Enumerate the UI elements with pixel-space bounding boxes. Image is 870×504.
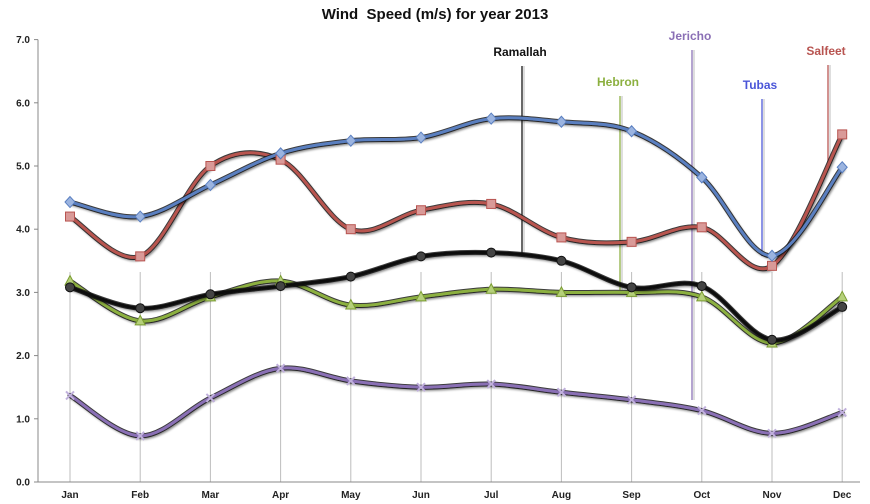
- point-hebron: [415, 290, 427, 302]
- point-jericho: [346, 376, 356, 386]
- x-tick-label: Jul: [484, 490, 499, 501]
- point-ramallah: [135, 303, 146, 314]
- point-tubas: [345, 134, 357, 147]
- point-salfeet: [345, 224, 356, 235]
- y-tick-label: 4.0: [16, 225, 30, 236]
- point-jericho: [416, 382, 426, 392]
- y-tick-label: 6.0: [16, 98, 30, 109]
- point-tubas: [274, 147, 287, 160]
- y-tick-label: 3.0: [16, 288, 30, 299]
- point-salfeet: [767, 260, 777, 271]
- point-hebron: [134, 314, 147, 326]
- x-tick-label: Feb: [131, 490, 149, 501]
- point-salfeet: [556, 232, 567, 243]
- y-tick-label: 5.0: [16, 162, 30, 173]
- point-ramallah: [837, 301, 848, 312]
- point-ramallah: [65, 282, 75, 293]
- series-jericho-line: [68, 366, 844, 438]
- point-jericho: [626, 395, 637, 405]
- x-tick-label: Sep: [622, 490, 640, 501]
- point-salfeet: [626, 236, 637, 247]
- chart-title: Wind Speed (m/s) for year 2013: [321, 6, 549, 23]
- point-ramallah: [626, 282, 637, 293]
- point-tubas: [696, 171, 708, 184]
- point-tubas: [625, 124, 638, 138]
- y-tick-label: 0.0: [16, 478, 30, 489]
- point-salfeet: [486, 198, 497, 209]
- callout-label-hebron: Hebron: [597, 75, 639, 89]
- point-hebron: [485, 282, 498, 294]
- series-tubas-line: [68, 116, 844, 258]
- point-ramallah: [345, 271, 356, 282]
- point-jericho: [556, 387, 567, 397]
- point-jericho: [486, 379, 496, 389]
- point-tubas: [555, 115, 568, 129]
- point-tubas: [415, 131, 427, 144]
- point-ramallah: [205, 289, 216, 300]
- point-tubas: [204, 178, 217, 192]
- point-ramallah: [556, 255, 567, 266]
- point-salfeet: [696, 222, 707, 233]
- point-salfeet: [205, 161, 216, 171]
- x-tick-label: Apr: [272, 490, 289, 501]
- point-ramallah: [696, 281, 707, 292]
- x-tick-label: Dec: [833, 490, 852, 501]
- y-tick-label: 2.0: [16, 351, 30, 362]
- series-salfeet-line: [68, 132, 844, 271]
- y-tick-label: 1.0: [16, 414, 30, 425]
- series-ramallah-outline: [67, 249, 845, 343]
- callout-label-jericho: Jericho: [669, 29, 712, 43]
- point-jericho: [275, 363, 286, 373]
- point-tubas: [766, 249, 778, 262]
- x-tick-label: Aug: [552, 490, 571, 501]
- point-jericho: [837, 407, 847, 418]
- point-hebron: [555, 285, 568, 297]
- callout-label-salfeet: Salfeet: [806, 44, 845, 58]
- x-tick-label: Nov: [763, 490, 782, 501]
- point-jericho: [65, 390, 75, 401]
- x-tick-label: May: [341, 490, 361, 501]
- point-hebron: [695, 290, 708, 302]
- series-hebron-line: [68, 279, 844, 345]
- x-tick-label: Jan: [61, 490, 78, 501]
- point-hebron: [344, 298, 357, 310]
- x-tick-label: Oct: [693, 490, 710, 501]
- point-hebron: [836, 290, 849, 302]
- point-jericho: [135, 431, 145, 441]
- point-ramallah: [275, 281, 286, 292]
- point-jericho: [697, 405, 707, 416]
- point-salfeet: [135, 251, 146, 262]
- point-ramallah: [416, 251, 426, 262]
- y-tick-label: 7.0: [16, 35, 30, 46]
- point-tubas: [485, 112, 497, 125]
- point-ramallah: [486, 247, 497, 258]
- point-ramallah: [767, 334, 777, 345]
- point-salfeet: [416, 205, 426, 216]
- series-salfeet-outline: [67, 131, 845, 272]
- point-tubas: [836, 161, 848, 174]
- point-jericho: [205, 393, 216, 403]
- series-tubas-outline: [67, 115, 845, 259]
- callout-label-ramallah: Ramallah: [493, 45, 546, 59]
- point-tubas: [64, 195, 76, 209]
- series-ramallah-line: [68, 250, 844, 342]
- point-tubas: [134, 210, 146, 223]
- x-tick-label: Mar: [202, 490, 220, 501]
- callout-label-tubas: Tubas: [743, 78, 778, 92]
- series-jericho-outline: [67, 365, 845, 439]
- x-tick-label: Jun: [412, 490, 430, 501]
- point-salfeet: [65, 211, 75, 222]
- point-salfeet: [837, 129, 848, 140]
- point-jericho: [767, 428, 777, 439]
